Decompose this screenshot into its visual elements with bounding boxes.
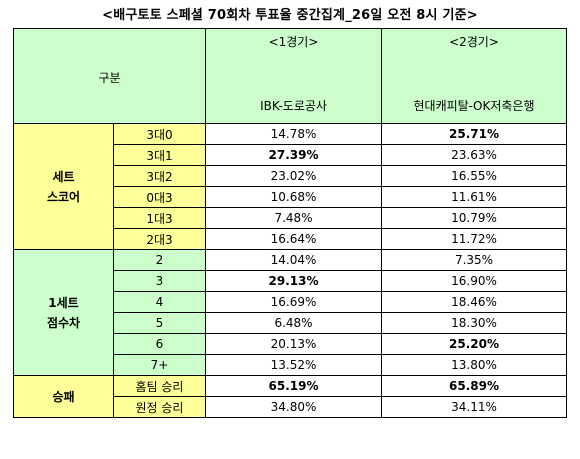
category-label: 세트 bbox=[52, 169, 75, 184]
row-label: 2 bbox=[113, 249, 206, 271]
game2-rate: 34.11% bbox=[381, 396, 567, 418]
gubun-label: 구분 bbox=[98, 71, 121, 85]
game2-rate: 16.90% bbox=[381, 270, 567, 292]
game2-rate: 65.89% bbox=[381, 375, 567, 397]
game1-rate: 27.39% bbox=[205, 144, 382, 166]
row-label: 3대2 bbox=[113, 165, 206, 187]
game1-rate: 20.13% bbox=[205, 333, 382, 355]
row-label: 3 bbox=[113, 270, 206, 292]
header-row: 구분 <1경기> IBK-도로공사 <2경기> 현대캐피탈-OK저축은행 bbox=[13, 28, 567, 124]
game2-label: <2경기> bbox=[449, 35, 499, 49]
page-title: <배구토토 스페셜 70회차 투표율 중간집계_26일 오전 8시 기준> bbox=[102, 8, 478, 23]
game2-rate: 10.79% bbox=[381, 207, 567, 229]
category-label: 점수차 bbox=[46, 315, 81, 330]
game2-rate: 18.46% bbox=[381, 291, 567, 313]
game1-rate: 16.69% bbox=[205, 291, 382, 313]
game2-rate: 23.63% bbox=[381, 144, 567, 166]
row-label: 홈팀 승리 bbox=[113, 375, 206, 397]
game2-rate: 18.30% bbox=[381, 312, 567, 334]
table-row: 세트 스코어 3대0 14.78% 25.71% bbox=[13, 123, 567, 250]
row-label: 5 bbox=[113, 312, 206, 334]
table-row: 승패 홈팀 승리 65.19% 65.89% bbox=[13, 375, 567, 418]
category-cell: 승패 bbox=[13, 375, 114, 418]
game2-rate: 11.72% bbox=[381, 228, 567, 250]
game2-rate: 25.71% bbox=[381, 123, 567, 145]
game1-rate: 7.48% bbox=[205, 207, 382, 229]
game2-rate: 7.35% bbox=[381, 249, 567, 271]
game1-rate: 6.48% bbox=[205, 312, 382, 334]
table-row: 1대3 7.48% 10.79% bbox=[14, 207, 567, 229]
row-label: 1대3 bbox=[113, 207, 206, 229]
game2-rate: 13.80% bbox=[381, 354, 567, 376]
game1-rate: 29.13% bbox=[205, 270, 382, 292]
row-label: 2대3 bbox=[113, 228, 206, 250]
table-row: 0대3 10.68% 11.61% bbox=[14, 186, 567, 208]
game1-rate: 16.64% bbox=[205, 228, 382, 250]
game2-rate: 16.55% bbox=[381, 165, 567, 187]
gubun-header-cell: 구분 bbox=[13, 28, 206, 124]
game2-teams: 현대캐피탈-OK저축은행 bbox=[413, 99, 535, 113]
table-row: 6 20.13% 25.20% bbox=[14, 333, 567, 355]
category-label: 승패 bbox=[52, 389, 75, 404]
table-row: 1세트 점수차 2 14.04% 7.35% bbox=[13, 249, 567, 376]
row-label: 6 bbox=[113, 333, 206, 355]
category-label: 1세트 bbox=[48, 295, 79, 310]
game1-rate: 14.78% bbox=[205, 123, 382, 145]
table-row: 7+ 13.52% 13.80% bbox=[14, 354, 567, 376]
game1-rate: 23.02% bbox=[205, 165, 382, 187]
game1-rate: 14.04% bbox=[205, 249, 382, 271]
game2-rate: 25.20% bbox=[381, 333, 567, 355]
game1-rate: 10.68% bbox=[205, 186, 382, 208]
game1-header-cell: <1경기> IBK-도로공사 bbox=[205, 28, 382, 124]
game1-rate: 34.80% bbox=[205, 396, 382, 418]
table-row: 원정 승리 34.80% 34.11% bbox=[14, 396, 567, 418]
row-label: 3대0 bbox=[113, 123, 206, 145]
game1-rate: 13.52% bbox=[205, 354, 382, 376]
table-row: 5 6.48% 18.30% bbox=[14, 312, 567, 334]
game2-rate: 11.61% bbox=[381, 186, 567, 208]
game2-header-cell: <2경기> 현대캐피탈-OK저축은행 bbox=[381, 28, 567, 124]
row-label: 원정 승리 bbox=[113, 396, 206, 418]
game1-label: <1경기> bbox=[268, 35, 319, 49]
row-label: 4 bbox=[113, 291, 206, 313]
game1-teams: IBK-도로공사 bbox=[260, 99, 327, 113]
row-label: 7+ bbox=[113, 354, 206, 376]
row-label: 3대1 bbox=[113, 144, 206, 166]
table-row: 3대1 27.39% 23.63% bbox=[14, 144, 567, 166]
row-label: 0대3 bbox=[113, 186, 206, 208]
game1-rate: 65.19% bbox=[205, 375, 382, 397]
category-label: 스코어 bbox=[46, 189, 81, 204]
